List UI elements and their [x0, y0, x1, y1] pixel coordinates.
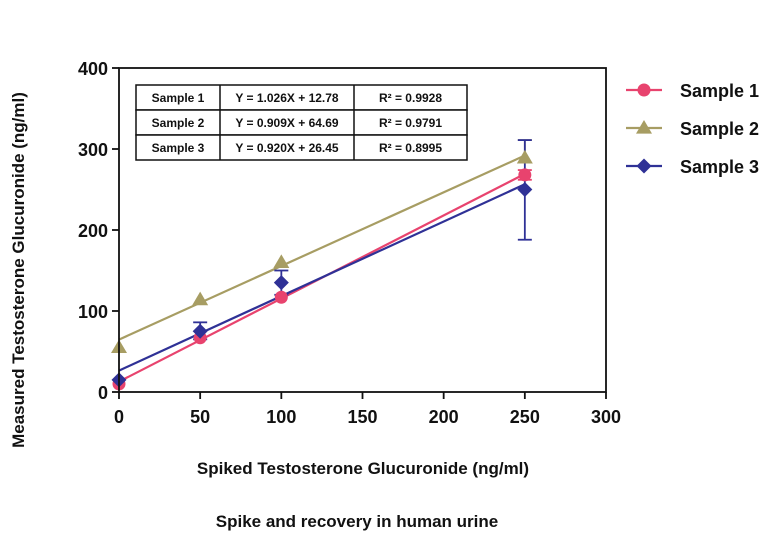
equation-table-sample: Sample 2	[152, 116, 205, 130]
x-tick-label: 100	[266, 407, 296, 427]
y-tick-label: 300	[78, 140, 108, 160]
equation-table-row	[135, 84, 468, 111]
data-point-sample-2	[273, 254, 290, 268]
x-tick-label: 300	[591, 407, 621, 427]
data-point-sample-1	[274, 290, 288, 304]
legend-label-sample-3: Sample 3	[680, 157, 759, 177]
legend-label-sample-1: Sample 1	[680, 81, 759, 101]
y-tick-label: 100	[78, 302, 108, 322]
x-tick-label: 200	[429, 407, 459, 427]
x-tick-label: 250	[510, 407, 540, 427]
x-tick-label: 150	[347, 407, 377, 427]
data-point-sample-3	[192, 323, 208, 339]
legend-marker-sample-1	[637, 83, 651, 97]
y-tick-label: 400	[78, 59, 108, 79]
equation-table-sample: Sample 3	[152, 141, 205, 155]
legend-marker-sample-2	[636, 120, 652, 134]
equation-table-r2: R² = 0.9791	[379, 116, 442, 130]
legend-label-sample-2: Sample 2	[680, 119, 759, 139]
y-tick-label: 200	[78, 221, 108, 241]
y-tick-label: 0	[98, 383, 108, 403]
data-point-sample-3	[273, 275, 289, 291]
x-tick-label: 0	[114, 407, 124, 427]
y-axis-title: Measured Testosterone Glucuronide (ng/ml…	[9, 92, 28, 448]
equation-table-sample: Sample 1	[152, 91, 205, 105]
fit-line-3	[118, 183, 526, 372]
x-tick-label: 50	[190, 407, 210, 427]
equation-table-equation: Y = 0.909X + 64.69	[235, 116, 339, 130]
equation-table-r2: R² = 0.8995	[379, 141, 442, 155]
equation-table-equation: Y = 1.026X + 12.78	[235, 91, 339, 105]
data-point-sample-1	[518, 168, 532, 182]
x-axis-title: Spiked Testosterone Glucuronide (ng/ml)	[197, 459, 529, 478]
chart-caption: Spike and recovery in human urine	[216, 512, 498, 531]
equation-table-row	[135, 134, 468, 161]
equation-table-r2: R² = 0.9928	[379, 91, 442, 105]
data-point-sample-2	[516, 149, 533, 164]
legend-marker-sample-3	[636, 158, 652, 174]
data-point-sample-3	[517, 182, 533, 197]
data-point-sample-2	[192, 291, 209, 306]
equation-table-equation: Y = 0.920X + 26.45	[235, 141, 339, 155]
fit-line-2	[118, 154, 526, 341]
